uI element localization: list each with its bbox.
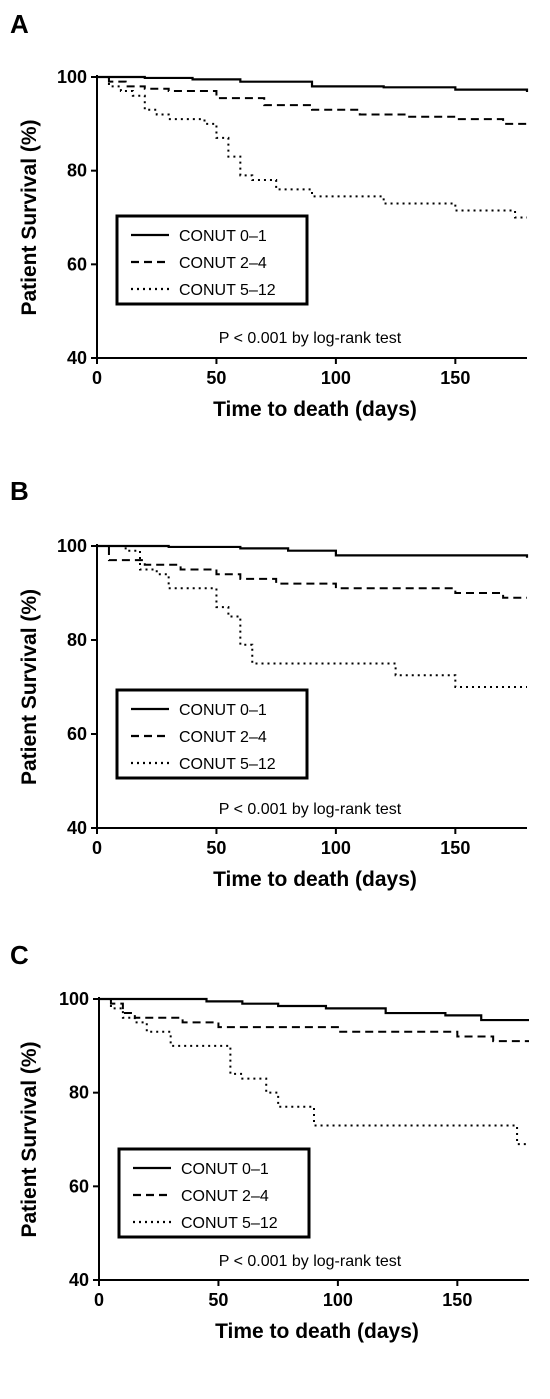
x-tick-label: 100: [321, 838, 351, 858]
y-tick-label: 40: [67, 818, 87, 838]
x-tick-label: 50: [208, 1290, 228, 1310]
x-tick-label: 100: [321, 368, 351, 388]
chart-c: C 40 60 80 100 0 50 100 150 Time to death (days) P…: [10, 940, 529, 1343]
panel-c: C 40 60 80 100 0 50 100 150 Time to death (days) P…: [0, 920, 550, 1380]
p-value-annotation: P < 0.001 by log-rank test: [219, 1253, 402, 1270]
y-tick-label: 100: [57, 67, 87, 87]
y-tick-label: 60: [69, 1176, 89, 1196]
y-tick-label: 40: [67, 348, 87, 368]
series-line-solid: [97, 544, 529, 558]
legend-box: [115, 688, 309, 780]
legend-label: CONUT 5–12: [181, 1215, 278, 1232]
y-tick-label: 80: [67, 161, 87, 181]
panel-a: A 40 60 80 100 0 50 100 150 Time to death (days) P…: [0, 0, 550, 460]
legend-label: CONUT 2–4: [179, 255, 267, 272]
y-tick-label: 80: [69, 1083, 89, 1103]
legend-label: CONUT 0–1: [181, 1161, 269, 1178]
series-line-dotted: [99, 998, 529, 1146]
y-tick-label: 80: [67, 630, 87, 650]
x-tick-label: 150: [440, 368, 470, 388]
panel-label: B: [10, 476, 29, 506]
series-line-solid: [97, 75, 529, 92]
x-tick-label: 150: [440, 838, 470, 858]
series-line-dotted: [97, 76, 527, 219]
series-line-solid: [99, 997, 529, 1022]
legend-label: CONUT 5–12: [179, 282, 276, 299]
y-axis-label: Patient Survival (%): [18, 1041, 41, 1237]
series-line-dotted: [97, 545, 527, 688]
legend-label: CONUT 2–4: [181, 1188, 269, 1205]
p-value-annotation: P < 0.001 by log-rank test: [219, 330, 402, 347]
x-axis-label: Time to death (days): [215, 1320, 419, 1343]
legend-label: CONUT 2–4: [179, 729, 267, 746]
x-tick-label: 50: [206, 368, 226, 388]
y-tick-label: 100: [57, 536, 87, 556]
chart-b: B 40 60 80 100 0 50 100 150 Time to death (days) P…: [10, 476, 529, 891]
legend-box: [115, 214, 309, 306]
panel-b: B 40 60 80 100 0 50 100 150 Time to death (days) P…: [0, 460, 550, 920]
y-tick-label: 100: [59, 989, 89, 1009]
legend-box: [117, 1147, 311, 1239]
series-line-dashed: [99, 998, 529, 1043]
panel-label: A: [10, 9, 29, 39]
chart-a: A 40 60 80 100 0 50 100 150 Time to death (days) P…: [10, 9, 529, 421]
x-tick-label: 150: [442, 1290, 472, 1310]
y-tick-label: 40: [69, 1270, 89, 1290]
x-tick-label: 0: [92, 368, 102, 388]
y-axis-label: Patient Survival (%): [18, 589, 41, 785]
series-line-dashed: [97, 545, 527, 599]
legend-label: CONUT 0–1: [179, 228, 267, 245]
y-tick-label: 60: [67, 724, 87, 744]
x-tick-label: 0: [94, 1290, 104, 1310]
panel-label: C: [10, 940, 29, 970]
legend-label: CONUT 0–1: [179, 702, 267, 719]
y-tick-label: 60: [67, 254, 87, 274]
p-value-annotation: P < 0.001 by log-rank test: [219, 801, 402, 818]
x-tick-label: 100: [323, 1290, 353, 1310]
x-tick-label: 0: [92, 838, 102, 858]
x-axis-label: Time to death (days): [213, 398, 417, 421]
y-axis-label: Patient Survival (%): [18, 119, 41, 315]
x-axis-label: Time to death (days): [213, 868, 417, 891]
x-tick-label: 50: [206, 838, 226, 858]
legend-label: CONUT 5–12: [179, 756, 276, 773]
